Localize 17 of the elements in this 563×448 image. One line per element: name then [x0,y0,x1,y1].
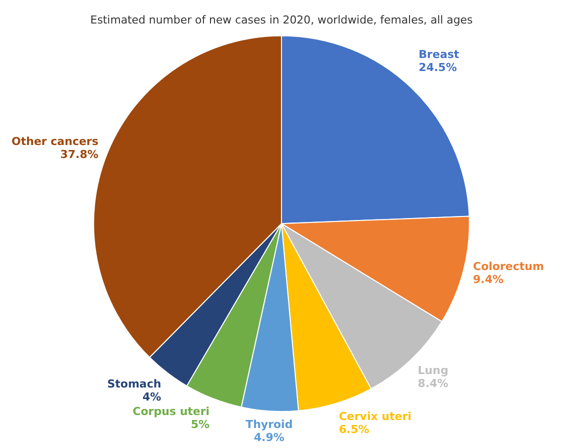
slice-label: Cervix uteri [338,410,412,423]
data-label: 6.5% [338,422,370,436]
data-label: 4% [142,390,162,404]
slice-label: Other cancers [12,134,99,148]
chart-title: Estimated number of new cases in 2020, worldwide, females, all ages [90,13,474,26]
slice-label: Breast [418,48,460,61]
slice-label: Colorectum [473,260,544,273]
slice-label: Stomach [107,378,162,391]
data-label: 24.5% [418,60,457,74]
data-label: 37.8% [60,148,98,161]
data-label: 8.4% [418,376,448,390]
data-label: 9.4% [473,272,504,286]
slice-label: Lung [418,364,448,377]
slice-label: Thyroid [246,418,293,431]
data-label: 5% [190,418,210,431]
data-label: 4.9% [254,430,284,444]
slice-label: Corpus uteri [132,404,210,418]
